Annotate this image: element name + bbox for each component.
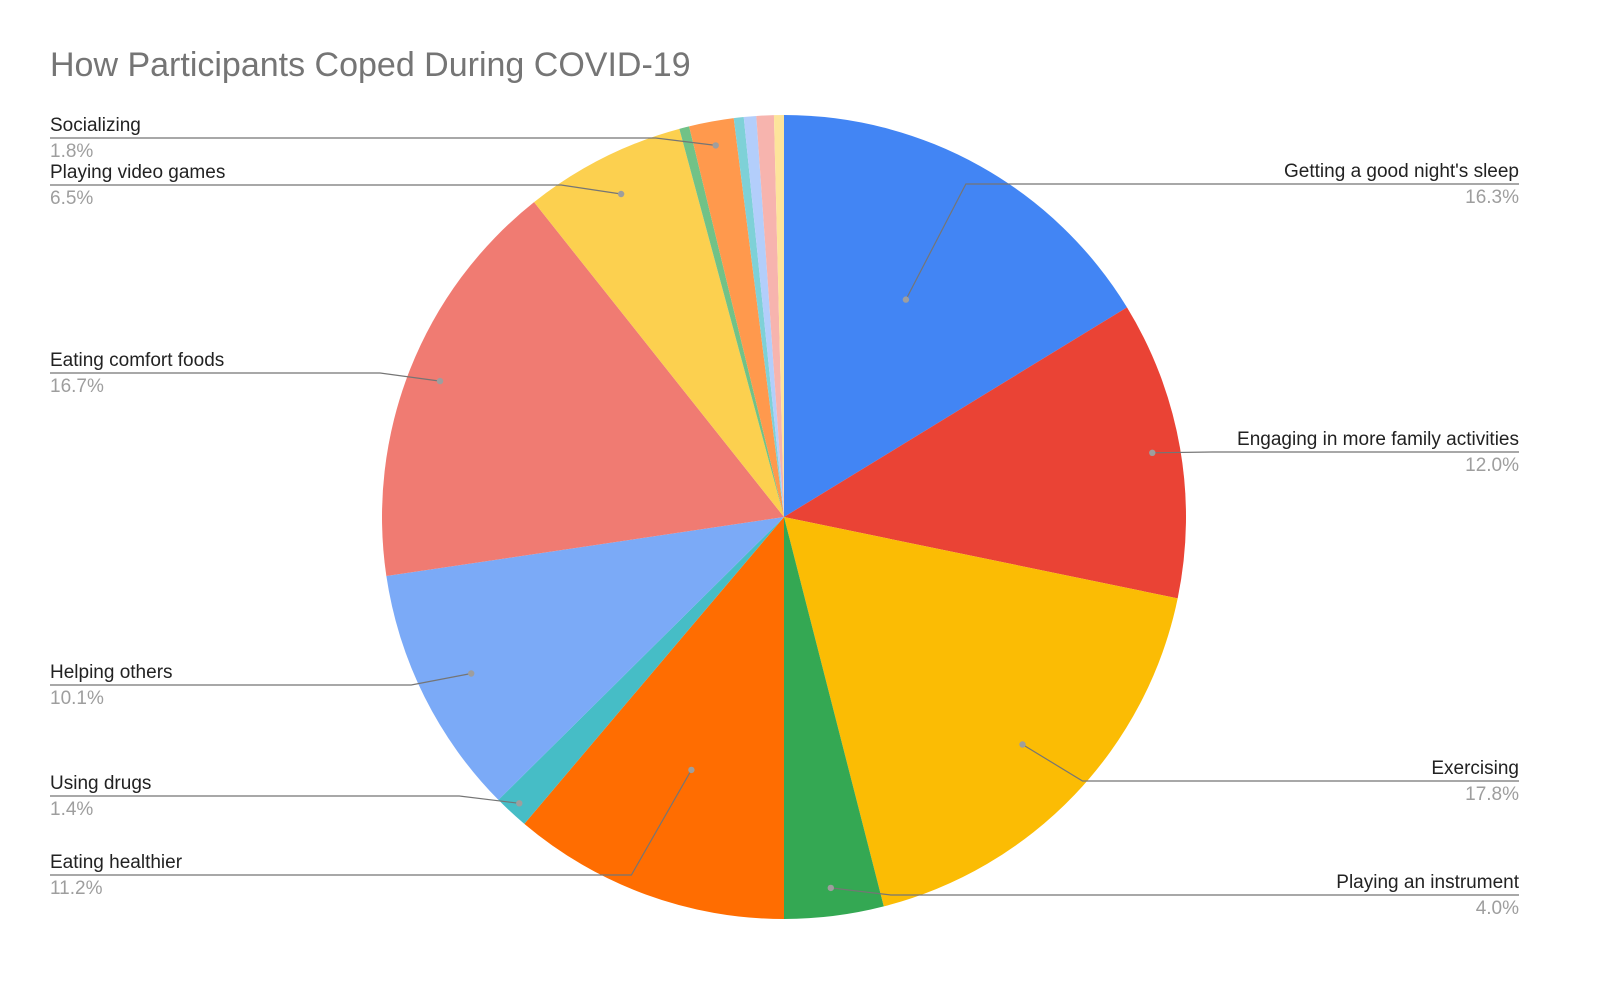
leader-line-helping-others (50, 672, 472, 686)
pie-slice-helping-others (386, 517, 784, 800)
leader-dot-playing-an-instrument (827, 884, 834, 892)
leader-line-playing-an-instrument (830, 887, 1519, 896)
leader-line-exercising (1022, 743, 1519, 782)
slice-label-playing-an-instrument: Playing an instrument (1336, 872, 1519, 893)
slice-label-using-drugs: Using drugs (50, 773, 151, 794)
leader-line-socializing (50, 137, 716, 146)
leader-line-eating-comfort-foods (50, 372, 441, 382)
slice-label-playing-video-games: Playing video games (50, 162, 225, 183)
pie-slice-eating-healthier (524, 517, 784, 919)
slice-percent-eating-comfort-foods: 16.7% (50, 376, 104, 397)
leader-dot-socializing (712, 142, 719, 149)
slice-percent-getting-a-good-night-s-sleep: 16.3% (1465, 187, 1519, 208)
leader-dot-eating-comfort-foods (436, 377, 444, 385)
slice-label-engaging-in-more-family-activities: Engaging in more family activities (1237, 429, 1519, 450)
slice-label-eating-comfort-foods: Eating comfort foods (50, 350, 224, 371)
pie-slice-minor-slice-9 (679, 126, 784, 518)
leader-line-getting-a-good-night-s-sleep (905, 183, 1519, 300)
slice-label-helping-others: Helping others (50, 662, 173, 683)
slice-label-getting-a-good-night-s-sleep: Getting a good night's sleep (1284, 161, 1519, 182)
slice-percent-eating-healthier: 11.2% (50, 878, 103, 899)
slice-percent-playing-video-games: 6.5% (50, 188, 93, 209)
chart-title: How Participants Coped During COVID-19 (50, 46, 691, 84)
pie-slice-minor-slice-11 (733, 117, 784, 518)
pie-slice-playing-video-games (534, 128, 784, 518)
slice-percent-using-drugs: 1.4% (50, 799, 93, 820)
slice-percent-exercising: 17.8% (1465, 784, 1519, 805)
slice-percent-helping-others: 10.1% (50, 688, 104, 709)
leader-dot-getting-a-good-night-s-sleep (902, 296, 910, 303)
pie-slice-minor-slice-14 (773, 115, 784, 517)
pie-slice-using-drugs (498, 517, 784, 824)
pie-slice-exercising (784, 517, 1178, 907)
leader-dot-engaging-in-more-family-activities (1149, 449, 1156, 456)
slice-label-socializing: Socializing (50, 115, 141, 136)
slice-label-exercising: Exercising (1431, 758, 1519, 779)
pie-slice-eating-comfort-foods (382, 202, 784, 577)
pie-slice-minor-slice-12 (743, 115, 784, 518)
pie-slice-minor-slice-13 (756, 115, 784, 517)
pie-labels: Getting a good night's sleep 16.3% Engagin… (50, 115, 1520, 919)
pie-slice-getting-a-good-night-s-sleep (784, 115, 1127, 517)
leader-dot-exercising (1019, 741, 1026, 748)
leader-dot-playing-video-games (617, 190, 625, 198)
leader-line-using-drugs (50, 795, 520, 804)
leader-dot-helping-others (468, 670, 475, 677)
slice-label-eating-healthier: Eating healthier (50, 852, 183, 873)
pie-slice-playing-an-instrument (784, 517, 884, 919)
slice-percent-playing-an-instrument: 4.0% (1476, 898, 1519, 919)
pie-slice-socializing (689, 118, 784, 517)
slice-percent-socializing: 1.8% (50, 141, 93, 162)
leader-dot-eating-healthier (688, 766, 695, 774)
slice-percent-engaging-in-more-family-activities: 12.0% (1465, 455, 1519, 476)
leader-line-playing-video-games (50, 184, 622, 195)
pie-slices (382, 115, 1186, 919)
leader-line-eating-healthier (50, 769, 692, 876)
pie-slice-engaging-in-more-family-activities (784, 307, 1186, 599)
leader-dot-using-drugs (516, 800, 523, 807)
leader-line-engaging-in-more-family-activities (1152, 451, 1519, 454)
